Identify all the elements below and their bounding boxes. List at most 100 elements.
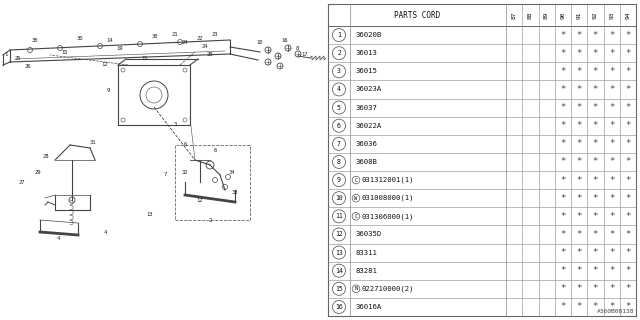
Text: 12: 12 — [196, 197, 204, 203]
Text: 23: 23 — [212, 33, 218, 37]
Text: 4: 4 — [337, 86, 341, 92]
Text: 22: 22 — [196, 36, 204, 41]
Text: 24: 24 — [182, 39, 188, 44]
Text: 2: 2 — [337, 50, 341, 56]
Text: *: * — [593, 194, 598, 203]
Text: 36020B: 36020B — [355, 32, 381, 38]
Text: 33: 33 — [232, 189, 238, 195]
Text: *: * — [576, 49, 582, 58]
Text: 5: 5 — [337, 105, 341, 111]
Text: C: C — [355, 214, 358, 219]
Text: 30: 30 — [152, 35, 158, 39]
Text: *: * — [625, 67, 630, 76]
Text: 31: 31 — [90, 140, 96, 145]
Text: *: * — [625, 103, 630, 112]
Text: *: * — [609, 31, 614, 40]
Text: *: * — [576, 176, 582, 185]
Text: 36015: 36015 — [355, 68, 377, 74]
Text: 32: 32 — [182, 170, 188, 174]
Text: 6: 6 — [213, 148, 216, 153]
Text: *: * — [576, 31, 582, 40]
Text: 031306000(1): 031306000(1) — [361, 213, 413, 220]
Text: 17: 17 — [301, 52, 308, 58]
Text: 88: 88 — [528, 11, 533, 19]
Text: *: * — [625, 248, 630, 257]
Text: 4: 4 — [56, 236, 60, 241]
Text: *: * — [560, 302, 566, 311]
Text: 83311: 83311 — [355, 250, 377, 256]
Text: *: * — [609, 67, 614, 76]
Text: *: * — [609, 284, 614, 293]
Text: *: * — [593, 31, 598, 40]
Text: *: * — [593, 121, 598, 130]
Text: *: * — [609, 139, 614, 148]
Text: *: * — [576, 121, 582, 130]
Text: 6: 6 — [184, 142, 187, 148]
Text: 1: 1 — [4, 52, 8, 58]
Text: PARTS CORD: PARTS CORD — [394, 11, 440, 20]
Text: *: * — [576, 85, 582, 94]
Text: *: * — [593, 230, 598, 239]
Text: 92: 92 — [593, 11, 598, 19]
Text: *: * — [625, 139, 630, 148]
Text: *: * — [593, 212, 598, 221]
Text: *: * — [593, 302, 598, 311]
Text: 30: 30 — [32, 37, 38, 43]
Bar — [328, 4, 636, 316]
Text: *: * — [560, 284, 566, 293]
Text: *: * — [576, 248, 582, 257]
Text: 27: 27 — [19, 180, 25, 185]
Text: 21: 21 — [172, 33, 179, 37]
Text: 29: 29 — [35, 170, 41, 174]
Text: *: * — [560, 139, 566, 148]
Text: *: * — [576, 67, 582, 76]
Text: 11: 11 — [335, 213, 343, 219]
Text: *: * — [625, 49, 630, 58]
Text: *: * — [609, 121, 614, 130]
Text: *: * — [576, 157, 582, 166]
Text: 28: 28 — [43, 155, 49, 159]
Text: *: * — [560, 49, 566, 58]
Text: 7: 7 — [337, 141, 341, 147]
Text: 9: 9 — [106, 87, 109, 92]
Text: *: * — [576, 266, 582, 275]
Text: 3: 3 — [337, 68, 341, 74]
Text: *: * — [609, 248, 614, 257]
Text: 031008000(1): 031008000(1) — [361, 195, 413, 201]
Text: 16: 16 — [282, 37, 288, 43]
Text: *: * — [560, 266, 566, 275]
Text: *: * — [560, 176, 566, 185]
Text: 34: 34 — [228, 170, 236, 174]
Text: *: * — [593, 139, 598, 148]
Text: 2: 2 — [209, 218, 212, 222]
Text: *: * — [593, 157, 598, 166]
Text: 36037: 36037 — [355, 105, 377, 111]
Text: 14: 14 — [335, 268, 343, 274]
Text: 89: 89 — [544, 11, 549, 19]
Text: *: * — [625, 212, 630, 221]
Text: 031312001(1): 031312001(1) — [361, 177, 413, 183]
Text: *: * — [625, 194, 630, 203]
Text: 13: 13 — [335, 250, 343, 256]
Text: *: * — [576, 302, 582, 311]
Text: *: * — [609, 194, 614, 203]
Text: 15: 15 — [335, 286, 343, 292]
Text: N: N — [355, 286, 358, 291]
Text: 25: 25 — [15, 55, 21, 60]
Text: 12: 12 — [335, 231, 343, 237]
Text: *: * — [593, 248, 598, 257]
Text: *: * — [576, 103, 582, 112]
Text: 24: 24 — [202, 44, 208, 50]
Text: *: * — [560, 212, 566, 221]
Text: 91: 91 — [577, 11, 582, 19]
Text: *: * — [625, 176, 630, 185]
Text: *: * — [625, 157, 630, 166]
Text: *: * — [625, 266, 630, 275]
Text: *: * — [625, 31, 630, 40]
Text: 36022A: 36022A — [355, 123, 381, 129]
Text: 36016A: 36016A — [355, 304, 381, 310]
Text: *: * — [625, 302, 630, 311]
Text: *: * — [560, 103, 566, 112]
Text: 36023A: 36023A — [355, 86, 381, 92]
Text: 90: 90 — [561, 11, 565, 19]
